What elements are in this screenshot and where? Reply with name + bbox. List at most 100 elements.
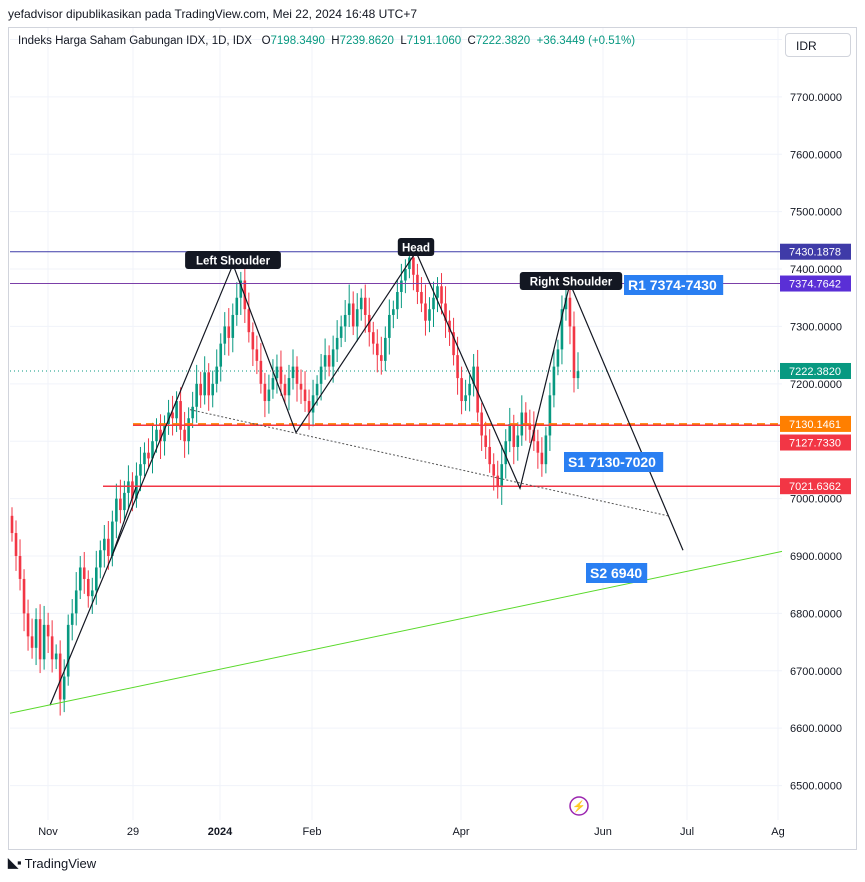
candle-body (211, 383, 215, 396)
candle-body (516, 435, 520, 447)
price-badge-7374-bg (780, 275, 851, 292)
x-tick-label: Ag (771, 826, 784, 838)
candle-body (315, 383, 319, 396)
candle-body (384, 337, 387, 361)
low-value: 7191.1060 (406, 35, 462, 47)
x-tick-label: Jun (594, 826, 612, 838)
candle-body (476, 366, 479, 413)
candle-body (496, 475, 500, 488)
candle-body (191, 406, 194, 419)
candle-body (460, 378, 463, 402)
candle-body (259, 360, 263, 384)
x-tick-label: Jul (680, 826, 694, 838)
candle-body (103, 538, 106, 551)
price-badge-7130: 7130.1461 (789, 419, 841, 431)
candle-body (464, 395, 467, 402)
candle-body (392, 309, 395, 315)
head-label: Head (402, 243, 430, 255)
candle-body (424, 303, 427, 321)
candle-body (291, 366, 295, 379)
price-badge-last-bg (780, 362, 851, 379)
candle-body (155, 429, 158, 442)
r1-label: R1 7374-7430 (628, 277, 717, 293)
close-value: 7222.3820 (475, 35, 531, 47)
candle-body (30, 636, 34, 648)
candle-body (10, 515, 14, 534)
lightning-icon (569, 796, 589, 816)
currency-button[interactable]: IDR (785, 33, 851, 57)
candle-body (111, 521, 114, 556)
head-and-shoulders-line (49, 250, 684, 706)
candle-body (452, 332, 455, 356)
candle-body (456, 355, 459, 379)
open-value: 7198.3490 (270, 35, 325, 47)
x-tick-label: 29 (127, 826, 139, 838)
published-line: yefadvisor dipublikasikan pada TradingVi… (8, 7, 418, 21)
candle-body (147, 452, 150, 459)
candle-body (223, 326, 227, 344)
candle-body (86, 578, 90, 597)
candle-body (331, 349, 335, 367)
candle-body (94, 567, 98, 591)
candle-body (135, 475, 138, 499)
left-shoulder-label: Left Shoulder (196, 256, 271, 268)
support-trendline (9, 550, 783, 714)
candle-body (500, 464, 504, 488)
candle-body (175, 401, 178, 419)
candle-body (127, 481, 130, 493)
candle-body (235, 297, 239, 315)
candle-body (207, 372, 210, 396)
candle-body (307, 401, 311, 413)
candle-body (163, 424, 166, 442)
candle-body (323, 355, 327, 367)
y-tick-label: 6600.0000 (790, 723, 842, 735)
candle-body (26, 613, 30, 637)
candle-body (448, 320, 451, 333)
candle-body (311, 395, 315, 413)
symbol-title: Indeks Harga Saham Gabungan IDX, 1D, IDX (18, 35, 252, 47)
candle-body (231, 314, 235, 338)
candle-body (492, 464, 496, 476)
candle-body (444, 303, 447, 321)
candle-body (548, 395, 552, 436)
candle-body (50, 636, 54, 660)
candle-body (512, 424, 516, 447)
x-tick-label: Apr (452, 826, 469, 838)
y-tick-label: 7200.0000 (790, 379, 842, 391)
candle-body (299, 383, 303, 390)
candle-body (339, 326, 343, 338)
candle-body (107, 538, 110, 556)
candle-body (131, 481, 134, 499)
candle-body (520, 412, 524, 436)
s2-label-bg (586, 563, 648, 583)
y-tick-label: 7000.0000 (790, 494, 842, 506)
candle-body (18, 556, 22, 579)
candle-body (420, 292, 423, 304)
candle-body (528, 424, 532, 430)
brand-label: TradingView (24, 855, 97, 871)
price-badge-7127-bg (780, 434, 851, 451)
x-tick-label: Feb (303, 826, 322, 838)
price-badge-7430: 7430.1878 (789, 247, 841, 259)
candle-body (504, 441, 508, 465)
lightning-glyph: ⚡ (572, 800, 586, 813)
candle-body (295, 366, 299, 384)
candle-body (66, 624, 70, 677)
price-badge-7127: 7127.7330 (789, 438, 841, 450)
candle-body (203, 372, 206, 396)
candle-body (428, 309, 431, 321)
candle-body (251, 332, 255, 350)
neckline-dotted (189, 409, 669, 517)
candle-body (143, 452, 146, 465)
left-shoulder-label-bg (185, 251, 281, 269)
r1-label-bg (624, 275, 724, 295)
candle-body (14, 533, 18, 556)
candle-body (400, 280, 403, 292)
candle-body (38, 619, 42, 660)
candle-body (70, 613, 74, 625)
candle-body (183, 429, 186, 442)
candle-body (46, 624, 50, 637)
y-tick-label: 7300.0000 (790, 321, 842, 333)
candle-body (62, 676, 66, 700)
